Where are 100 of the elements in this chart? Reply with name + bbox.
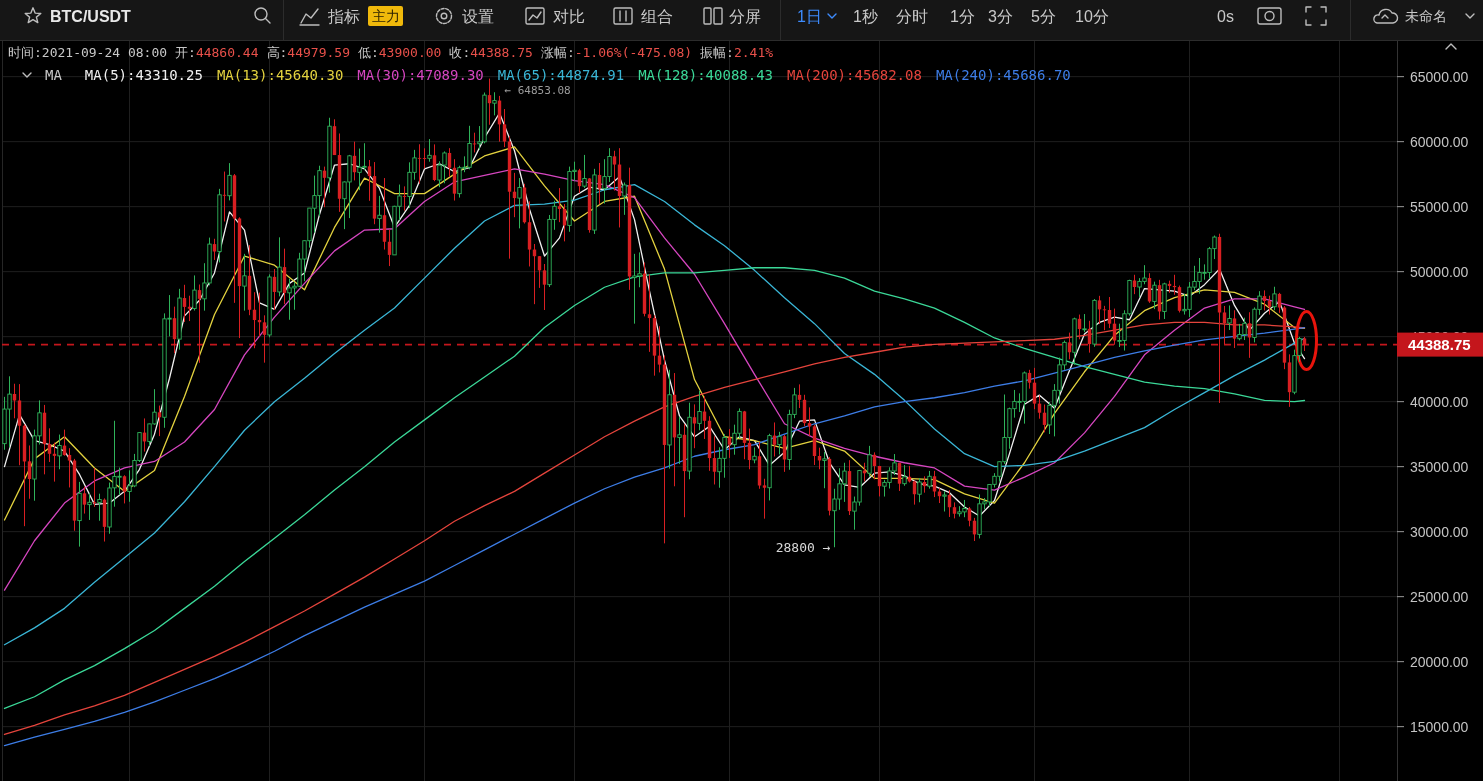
candlestick xyxy=(427,138,432,163)
candlestick xyxy=(912,480,917,506)
text: 1日 xyxy=(797,7,822,25)
candlestick xyxy=(582,154,587,189)
text: 组合 xyxy=(641,7,673,25)
annotation: 收:44388.75 xyxy=(449,44,533,60)
candlestick xyxy=(97,493,102,522)
candlestick xyxy=(222,171,227,222)
text: 0s xyxy=(1217,7,1234,25)
candlestick xyxy=(542,263,547,311)
candlestick xyxy=(182,284,187,323)
candlestick xyxy=(902,464,907,487)
candlestick xyxy=(612,150,617,192)
candlestick xyxy=(1107,296,1112,329)
y-tick-label: 65000.00 xyxy=(1410,68,1469,85)
candlestick xyxy=(242,253,247,312)
text: 分屏 xyxy=(729,7,761,25)
y-tick-label: 25000.00 xyxy=(1410,588,1469,605)
text: 3分 xyxy=(988,7,1013,25)
candlestick xyxy=(192,274,197,312)
text: 1分 xyxy=(950,7,975,25)
y-tick-label: 40000.00 xyxy=(1410,393,1469,410)
candlestick xyxy=(447,147,452,178)
candlestick xyxy=(492,91,497,116)
candlestick xyxy=(777,431,782,455)
chart-title: BTC/USDT xyxy=(50,7,132,25)
candlestick xyxy=(1097,295,1102,325)
annotation: 涨幅:-1.06%(-475.08) xyxy=(540,44,693,60)
candlestick xyxy=(1152,281,1157,310)
candlestick xyxy=(1177,285,1182,313)
candlestick xyxy=(597,162,602,205)
candlestick xyxy=(262,314,267,364)
candlestick xyxy=(1102,305,1107,331)
candlestick xyxy=(517,177,522,229)
candlestick xyxy=(557,187,562,223)
legend: MA MA(5):43310.25 MA(13):45640.30 MA(30):47089.30 MA(65):44874.91 MA(128):40088.43 MA(200):45682.08 MA(240):45686.70 xyxy=(45,67,1071,83)
text: 对比 xyxy=(553,7,585,25)
annotation: 高:44979.59 xyxy=(266,44,350,60)
candlestick xyxy=(1222,305,1227,345)
candlestick xyxy=(782,434,787,473)
candlestick xyxy=(1227,304,1232,331)
candlestick xyxy=(1267,295,1272,316)
line-series xyxy=(3,267,1306,710)
y-tick-label: 20000.00 xyxy=(1410,653,1469,670)
candlestick xyxy=(27,444,32,500)
candlestick xyxy=(712,435,717,485)
candlestick xyxy=(502,108,507,148)
candlestick xyxy=(82,486,87,515)
candlestick xyxy=(67,447,72,488)
candlestick xyxy=(942,490,947,513)
y-tick-label: 60000.00 xyxy=(1410,133,1469,150)
candlestick xyxy=(762,478,767,520)
y-tick-label: 50000.00 xyxy=(1410,263,1469,280)
candlestick xyxy=(692,403,697,449)
candlestick xyxy=(657,325,662,373)
candlestick xyxy=(1082,313,1087,333)
text: 10分 xyxy=(1075,7,1109,25)
candlestick xyxy=(1027,369,1032,390)
ref-line-label: 44388.75 xyxy=(1408,336,1471,354)
candlestick xyxy=(57,434,62,470)
candlestick xyxy=(92,467,97,508)
candlestick xyxy=(367,159,372,202)
annotation: 振幅:2.41% xyxy=(700,44,774,60)
annotation: 低:43900.00 xyxy=(357,44,442,60)
annotation: 开:44860.44 xyxy=(175,44,259,60)
candlestick xyxy=(1272,286,1277,311)
candlestick xyxy=(677,416,682,465)
y-tick-label: 35000.00 xyxy=(1410,458,1469,475)
y-tick-label: 55000.00 xyxy=(1410,198,1469,215)
candlestick xyxy=(917,477,922,503)
candlestick xyxy=(47,427,52,463)
candlestick xyxy=(647,273,652,353)
candlestick xyxy=(697,390,702,431)
candlestick xyxy=(622,181,627,216)
candlestick xyxy=(212,238,217,261)
y-tick-label: 15000.00 xyxy=(1410,718,1469,735)
text: 设置 xyxy=(462,7,494,25)
candlestick xyxy=(227,162,232,201)
annotation: ← 64853.08 xyxy=(504,83,571,97)
text: 1秒 xyxy=(853,7,878,25)
candlestick xyxy=(197,284,202,364)
candlestick xyxy=(727,428,732,459)
candlestick xyxy=(867,445,872,478)
annotation: 28800 → xyxy=(775,539,831,555)
text: 指标 xyxy=(327,7,360,25)
candlestick xyxy=(472,132,477,153)
candlestick xyxy=(377,195,382,234)
candlestick xyxy=(1277,292,1282,314)
candlestick xyxy=(87,492,92,521)
text: 5分 xyxy=(1031,7,1056,25)
candlestick xyxy=(422,147,427,169)
candlestick xyxy=(417,143,422,185)
text: 分时 xyxy=(896,7,928,25)
text: 主力 xyxy=(371,8,400,24)
candlestick xyxy=(1232,309,1237,349)
candlestick xyxy=(402,185,407,212)
y-tick-label: 30000.00 xyxy=(1410,523,1469,540)
text: 未命名 xyxy=(1405,8,1447,24)
annotation: 时间:2021-09-24 08:00 xyxy=(8,44,168,60)
candlestick xyxy=(822,451,827,489)
